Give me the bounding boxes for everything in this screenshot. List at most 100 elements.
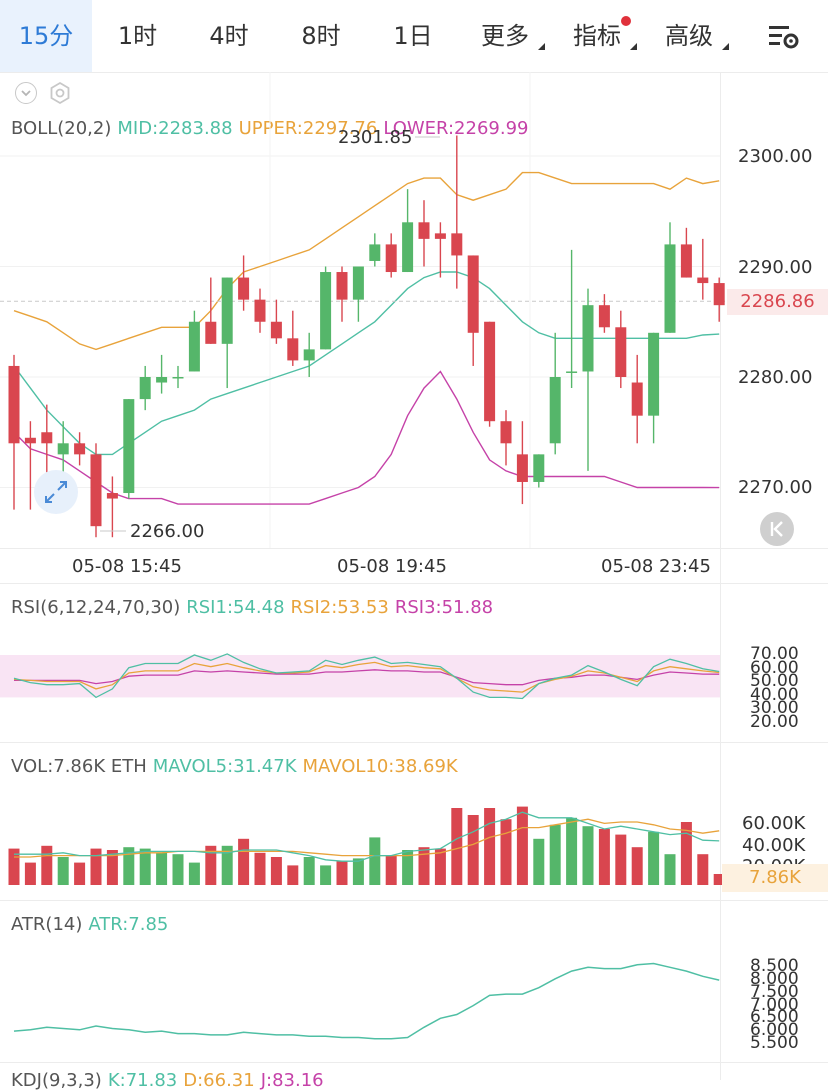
tab-0[interactable]: 15分 — [0, 0, 92, 72]
volume-bar — [680, 822, 692, 885]
tabbar-divider — [0, 72, 828, 73]
boll-upper-value: UPPER:2297.76 — [238, 118, 378, 139]
volume-bar — [451, 808, 463, 885]
dropdown-triangle-icon — [538, 43, 545, 50]
candle-body — [270, 321, 282, 339]
collapse-indicators-icon[interactable] — [15, 82, 37, 104]
tab-3[interactable]: 8时 — [275, 0, 367, 72]
volume-bar — [24, 862, 36, 885]
pane-divider — [0, 742, 828, 743]
last-price-tag: 2286.86 — [727, 289, 828, 315]
volume-bar — [270, 857, 282, 885]
atr-axis-label: 8.000 — [750, 969, 799, 989]
chart-settings-button[interactable] — [760, 0, 808, 72]
rsi-axis-label: 30.00 — [750, 698, 799, 718]
indicator-settings-icon[interactable] — [48, 81, 72, 105]
rsi2-line — [13, 661, 720, 693]
kdj-j-value: J:83.16 — [260, 1070, 324, 1091]
tab-label: 4时 — [209, 22, 249, 50]
volume-bar — [500, 819, 512, 885]
candle-body — [139, 377, 151, 400]
kdj-legend: KDJ(9,3,3) K:71.83 D:66.31 J:83.16 — [11, 1070, 330, 1091]
volume-bar — [516, 806, 528, 885]
volume-bar — [106, 850, 118, 885]
volume-bar — [484, 808, 496, 885]
candle-body — [402, 222, 414, 273]
candle-body — [680, 244, 692, 278]
rsi-axis-label: 40.00 — [750, 685, 799, 705]
candle-body — [352, 266, 364, 300]
expand-chart-icon[interactable] — [34, 470, 78, 514]
mavol5-value: MAVOL5:31.47K — [152, 756, 297, 777]
volume-bar — [697, 854, 709, 885]
volume-bar — [254, 852, 266, 885]
volume-bar — [467, 815, 479, 885]
candle-body — [385, 244, 397, 273]
vol-legend: VOL:7.86K ETH MAVOL5:31.47K MAVOL10:38.69K — [11, 756, 464, 777]
candle-body — [123, 399, 135, 494]
candle-body — [336, 272, 348, 300]
volume-bar — [320, 865, 332, 885]
atr-axis-label: 7.500 — [750, 982, 799, 1002]
volume-bar — [238, 838, 250, 885]
boll-lower-value: LOWER:2269.99 — [383, 118, 529, 139]
candle-body — [287, 338, 299, 361]
volume-bar — [582, 826, 594, 885]
tab-7[interactable]: 高级 — [643, 0, 735, 72]
candle-body — [90, 454, 102, 527]
volume-bar — [533, 838, 545, 885]
time-axis-label: 05-08 23:45 — [601, 556, 711, 577]
scroll-to-latest-button[interactable] — [760, 512, 794, 546]
volume-bar — [336, 861, 348, 885]
atr-axis-label: 5.500 — [750, 1033, 799, 1053]
kdj-k-value: K:71.83 — [107, 1070, 178, 1091]
tab-1[interactable]: 1时 — [92, 0, 183, 72]
rsi3-value: RSI3:51.88 — [394, 597, 494, 618]
volume-bar — [123, 847, 135, 885]
candle-body — [238, 277, 250, 300]
boll-mid-line — [13, 271, 720, 456]
volume-bar — [90, 848, 102, 885]
candle-body — [57, 443, 69, 455]
atr-axis-label: 6.500 — [750, 1007, 799, 1027]
candle-body — [41, 432, 53, 444]
tab-2[interactable]: 4时 — [183, 0, 275, 72]
boll-mid-value: MID:2283.88 — [117, 118, 233, 139]
rsi-axis-label: 50.00 — [750, 671, 799, 691]
candle-body — [451, 233, 463, 256]
candle-body — [303, 349, 315, 361]
price-axis-label: 2280.00 — [738, 367, 813, 388]
time-axis-label: 05-08 15:45 — [72, 556, 182, 577]
candle-body — [156, 377, 168, 383]
candle-body — [648, 332, 660, 416]
candle-body — [615, 327, 627, 377]
volume-bar — [615, 834, 627, 885]
tab-6[interactable]: 指标 — [551, 0, 643, 72]
atr-value: ATR:7.85 — [88, 914, 169, 935]
time-axis-label: 05-08 19:45 — [337, 556, 447, 577]
volume-bar — [598, 829, 610, 885]
pane-divider — [0, 1062, 828, 1063]
candle-body — [221, 277, 233, 344]
candle-body — [697, 277, 709, 284]
volume-bar — [74, 862, 86, 885]
tab-4[interactable]: 1日 — [367, 0, 459, 72]
pane-divider — [0, 900, 828, 901]
tab-label: 指标 — [573, 22, 621, 50]
volume-bar — [287, 865, 299, 885]
volume-bar — [566, 817, 578, 885]
candle-body — [24, 437, 36, 444]
kdj-d-value: D:66.31 — [183, 1070, 255, 1091]
tab-5[interactable]: 更多 — [459, 0, 551, 72]
volume-bar — [648, 831, 660, 885]
candle-body — [598, 305, 610, 328]
atr-label: ATR(14) — [11, 914, 83, 935]
volume-bar — [172, 854, 184, 885]
kdj-label: KDJ(9,3,3) — [11, 1070, 102, 1091]
rsi-legend: RSI(6,12,24,70,30) RSI1:54.48 RSI2:53.53 RS… — [11, 597, 499, 618]
candle-body — [172, 377, 184, 379]
rsi2-value: RSI2:53.53 — [290, 597, 389, 618]
candle-body — [664, 244, 676, 333]
candle-body — [549, 377, 561, 444]
